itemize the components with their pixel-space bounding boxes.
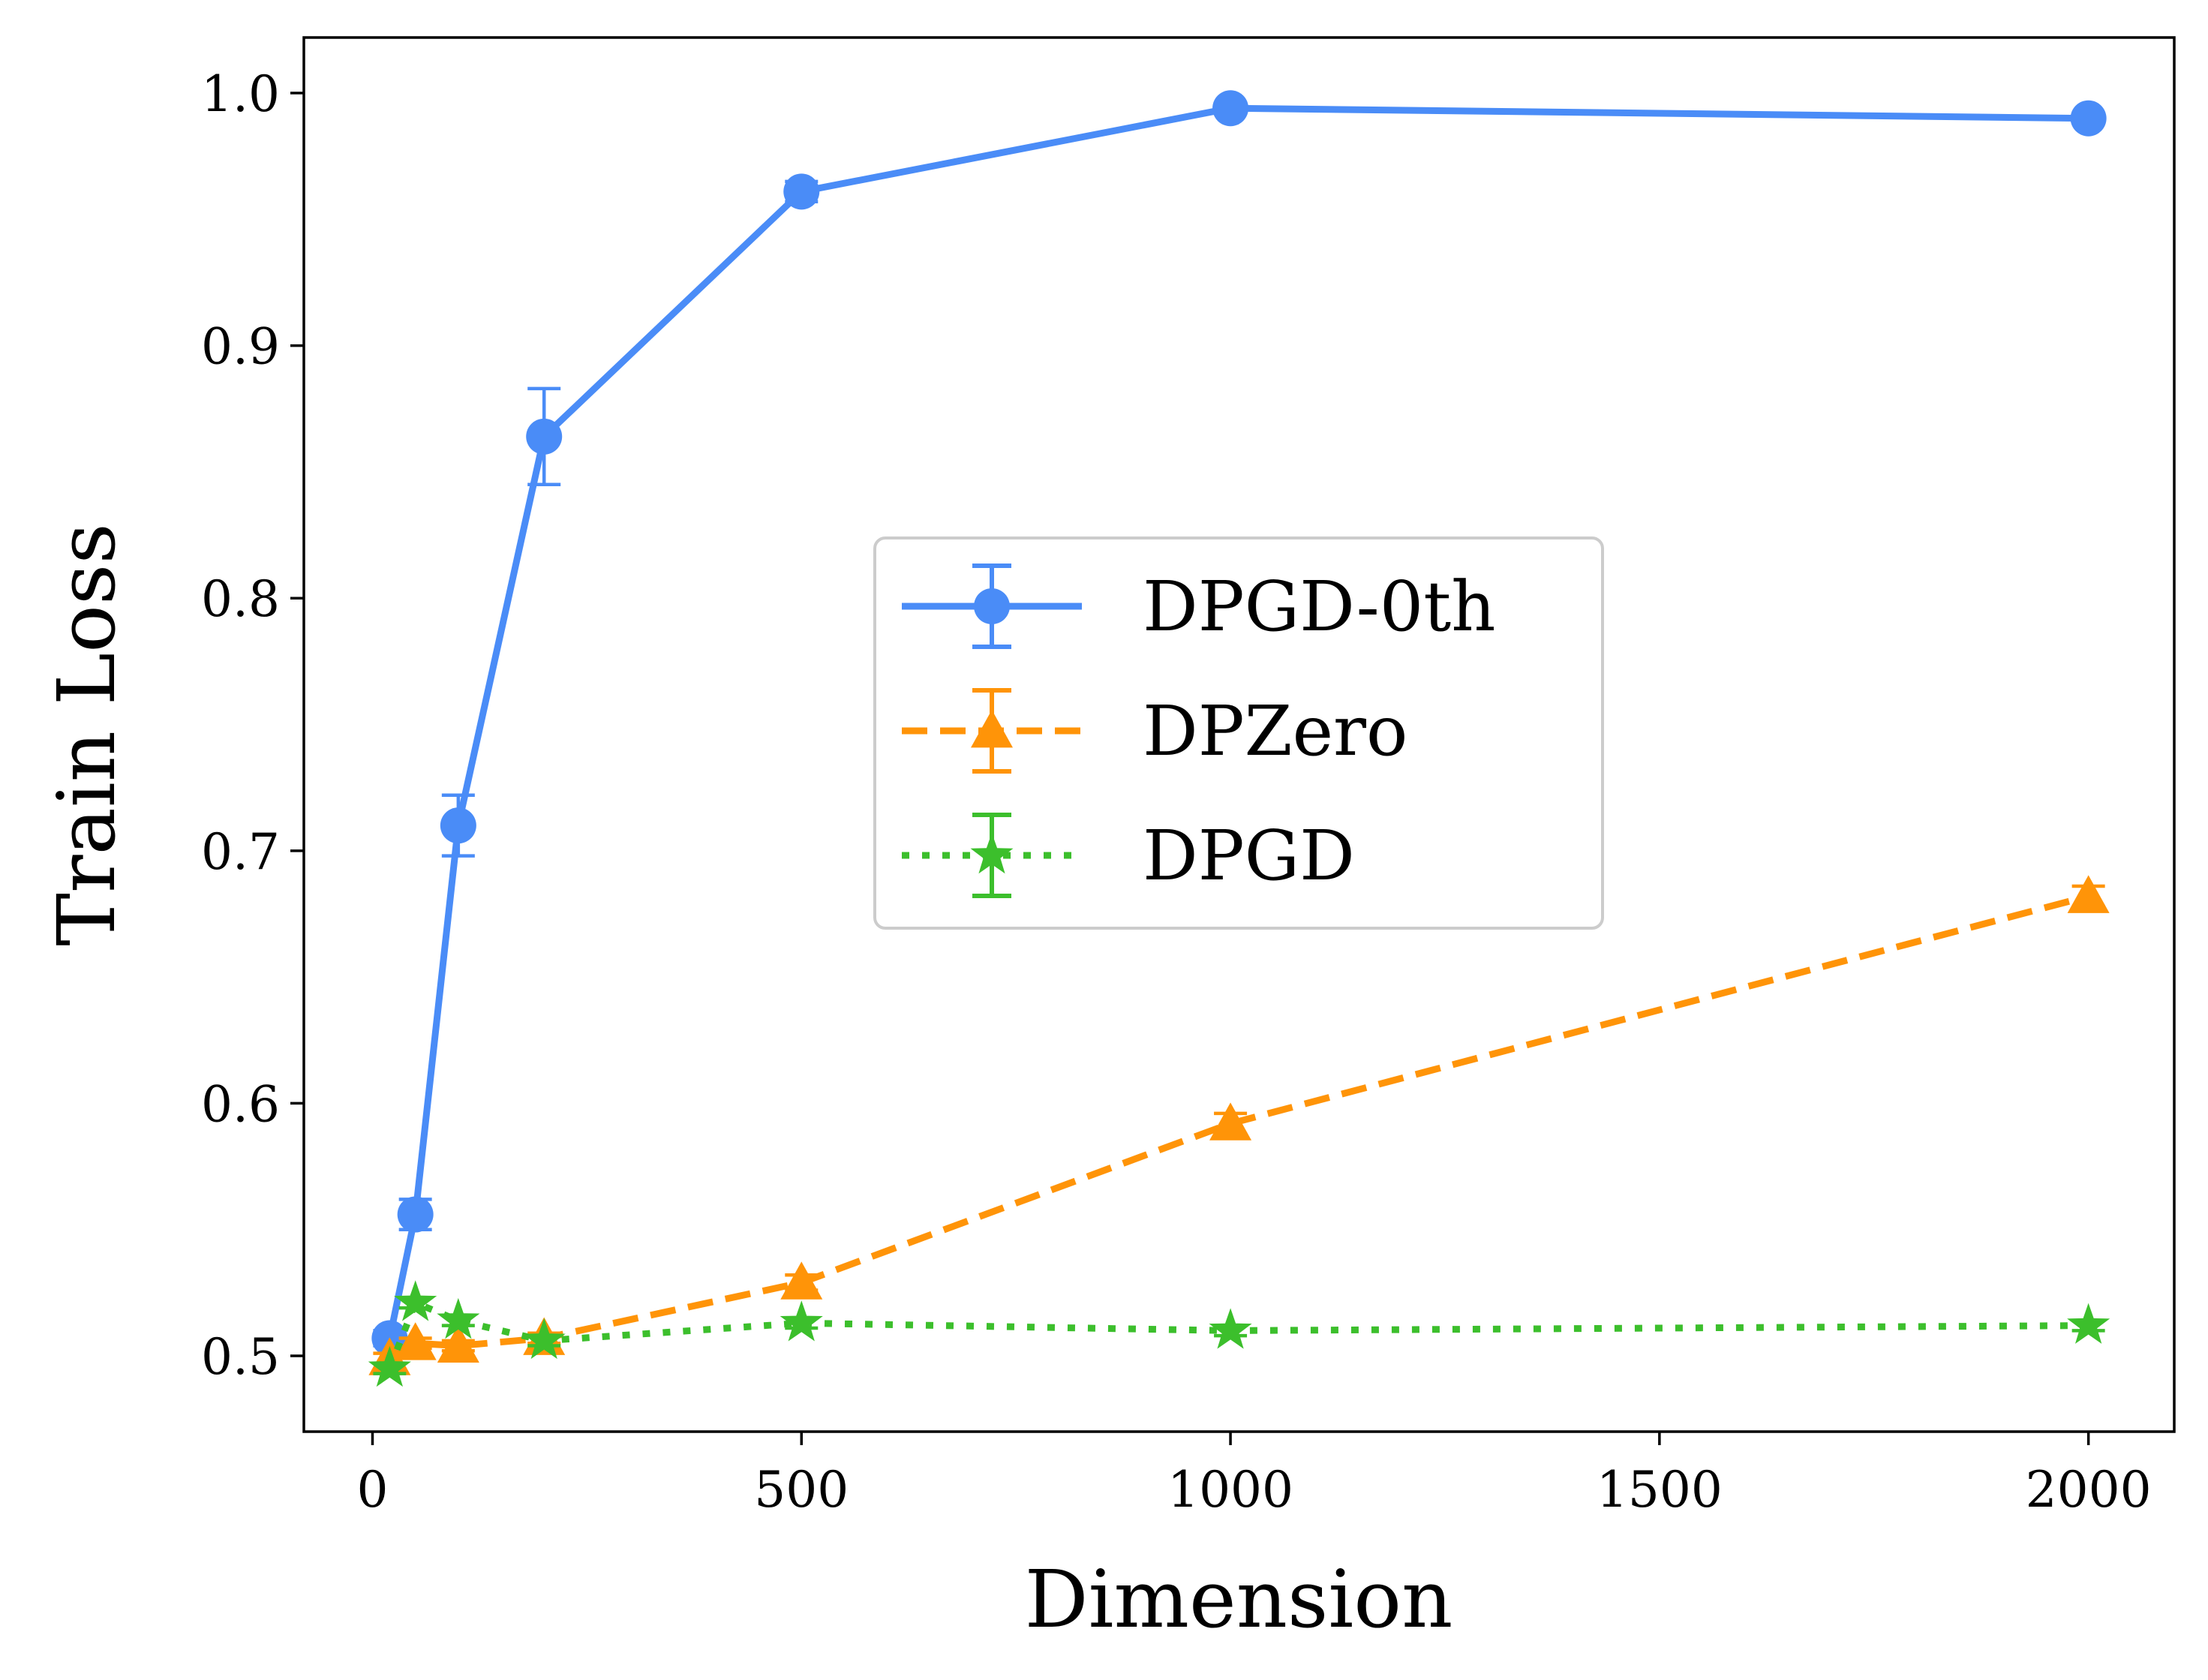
data-point: [522, 1318, 566, 1360]
x-tick-label: 500: [754, 1461, 849, 1519]
legend-label: DPGD-0th: [1143, 567, 1495, 647]
x-tick-label: 1000: [1167, 1461, 1293, 1519]
data-point: [437, 1297, 480, 1339]
data-point: [397, 1196, 434, 1233]
series-dpgd: [368, 1280, 2110, 1387]
legend-label: DPZero: [1143, 691, 1407, 771]
y-tick-label: 0.7: [201, 823, 280, 881]
data-point: [1209, 1102, 1252, 1141]
data-point: [437, 1324, 479, 1363]
series-dpgd-0th: [371, 90, 2107, 1357]
data-point: [780, 1261, 823, 1300]
legend-entry-dpgd-0th: DPGD-0th: [902, 564, 1495, 649]
data-point: [2067, 875, 2110, 913]
y-tick-label: 0.6: [201, 1075, 280, 1133]
y-tick-label: 0.9: [201, 318, 280, 376]
legend-marker: [971, 710, 1013, 748]
data-point: [1209, 1308, 1252, 1349]
legend: DPGD-0th DPZero DPGD: [873, 536, 1604, 930]
y-tick-label: 0.5: [201, 1328, 280, 1386]
legend-frame: [873, 536, 1604, 930]
y-axis-label: Train Loss: [41, 523, 133, 945]
data-point: [440, 807, 476, 844]
data-point: [1212, 90, 1249, 127]
data-point: [783, 173, 820, 210]
legend-label: DPGD: [1143, 816, 1355, 896]
legend-marker: [974, 588, 1010, 624]
series-layer: [368, 90, 2110, 1387]
x-axis-ticks: 0 500 1000 1500 2000: [356, 1432, 2152, 1519]
data-point: [2067, 1303, 2110, 1344]
data-point: [368, 1345, 411, 1387]
y-axis-ticks: 0.5 0.6 0.7 0.8 0.9 1.0: [201, 65, 304, 1386]
data-point: [780, 1300, 823, 1342]
y-tick-label: 0.8: [201, 570, 280, 628]
legend-entry-dpgd: DPGD: [902, 813, 1355, 898]
legend-entry-dpzero: DPZero: [902, 688, 1407, 774]
data-point: [2070, 100, 2107, 137]
data-point: [526, 418, 563, 455]
x-tick-label: 2000: [2026, 1461, 2152, 1519]
x-tick-label: 1500: [1597, 1461, 1723, 1519]
y-tick-label: 1.0: [201, 65, 280, 123]
x-tick-label: 0: [356, 1461, 388, 1519]
data-point: [394, 1280, 437, 1321]
legend-marker: [970, 833, 1014, 874]
plot-frame: [302, 36, 2176, 1433]
x-axis-label: Dimension: [1025, 1553, 1453, 1645]
data-point: [394, 1322, 437, 1360]
